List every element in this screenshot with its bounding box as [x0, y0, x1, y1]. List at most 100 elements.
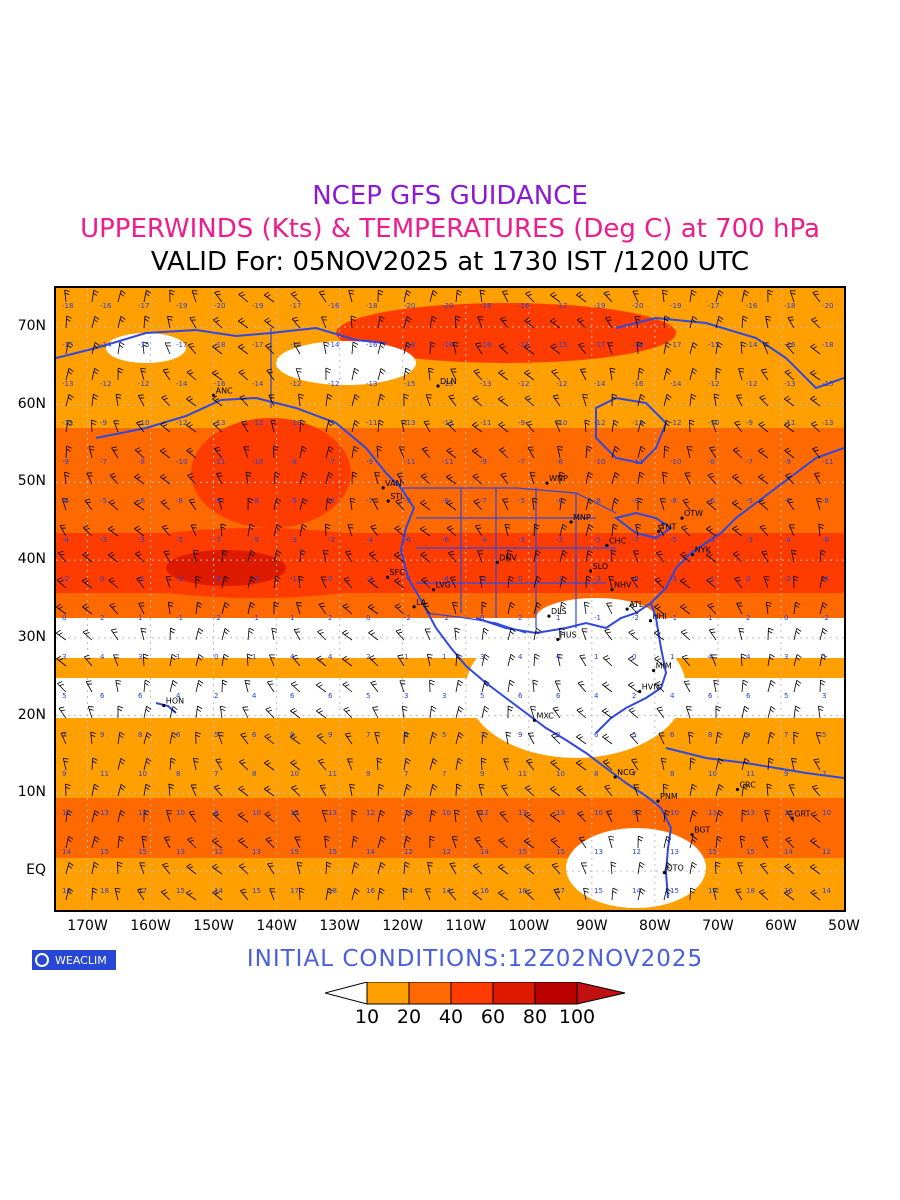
temp-value: 14	[214, 887, 223, 895]
wind-barb	[290, 291, 301, 303]
wind-barb	[681, 654, 691, 667]
wind-barb	[452, 341, 459, 355]
temp-value: 6	[290, 692, 295, 700]
wind-barb	[395, 628, 405, 641]
temp-value: -12	[100, 380, 111, 388]
wind-barb	[576, 291, 587, 303]
wind-barb	[628, 681, 639, 693]
temp-value: -10	[176, 458, 187, 466]
wind-barb	[240, 732, 249, 745]
wind-barb	[472, 395, 483, 407]
temp-value: -9	[62, 458, 69, 466]
wind-barb	[211, 863, 223, 875]
temp-value: -13	[366, 380, 377, 388]
weather-map: -18-15-13-11-9-6-4-203579121416-16-14-12…	[56, 288, 844, 910]
wind-barb	[577, 810, 587, 823]
wind-barb	[732, 473, 743, 485]
wind-barb	[680, 603, 691, 615]
wind-barb	[627, 655, 639, 667]
wind-barb	[524, 785, 535, 797]
wind-barb	[559, 601, 567, 615]
temp-value: 5	[214, 731, 218, 739]
wind-barb	[706, 577, 717, 589]
wind-barb	[265, 343, 275, 355]
wind-barb	[56, 655, 67, 667]
wind-barb	[479, 289, 486, 303]
temp-value: 14	[822, 887, 831, 895]
wind-barb	[399, 680, 406, 693]
wind-barb	[160, 499, 171, 511]
temp-value: 15	[518, 848, 527, 856]
wind-barb	[91, 757, 98, 771]
wind-barb	[425, 394, 432, 407]
wind-barb	[550, 343, 561, 355]
temp-value: -11	[214, 458, 225, 466]
wind-barb	[760, 368, 769, 381]
wind-barb	[325, 367, 332, 381]
wind-barb	[403, 341, 412, 355]
temp-value: 8	[594, 770, 598, 778]
temp-value: -6	[442, 536, 450, 544]
wind-barb	[550, 837, 561, 849]
wind-barb	[160, 473, 171, 485]
temp-value: 2	[328, 614, 332, 622]
temp-value: 10	[594, 809, 603, 817]
wind-barb	[734, 420, 743, 433]
wind-barb	[789, 290, 796, 303]
wind-barb	[420, 499, 431, 511]
lon-label: 150W	[193, 918, 234, 934]
temp-value: 15	[252, 887, 261, 895]
temp-value: 0	[746, 575, 750, 583]
station-dot	[547, 614, 551, 618]
temp-value: 13	[252, 848, 261, 856]
wind-barb	[523, 837, 535, 849]
wind-barb	[629, 602, 639, 615]
wind-barb	[84, 498, 93, 511]
temp-value: 12	[480, 809, 489, 817]
temp-value: -5	[594, 536, 601, 544]
wind-barb	[559, 471, 565, 485]
wind-barb	[809, 863, 821, 875]
wind-barb	[738, 368, 745, 381]
temp-value: 14	[480, 848, 489, 856]
wind-barb	[136, 576, 145, 589]
temp-value: -4	[784, 536, 792, 544]
wind-barb	[134, 525, 145, 537]
wind-barb	[526, 758, 535, 771]
temp-value: 0	[62, 614, 66, 622]
coast-alaska-north	[56, 326, 387, 359]
lon-label: 80W	[639, 918, 671, 934]
wind-barb	[268, 394, 275, 407]
lat-label: 50N	[17, 473, 46, 490]
wind-barb	[713, 393, 720, 407]
wind-barb	[810, 889, 821, 901]
wind-barb	[611, 446, 620, 459]
wind-barb	[169, 627, 176, 641]
temp-value: -2	[442, 614, 449, 622]
wind-barb	[498, 421, 509, 433]
wind-barb	[783, 421, 795, 433]
wind-barb	[524, 369, 535, 381]
wind-barb	[56, 577, 67, 589]
wind-barb	[62, 757, 69, 771]
temp-value: -6	[62, 497, 70, 505]
wind-barb	[325, 523, 331, 537]
lon-label: 170W	[67, 918, 108, 934]
wind-barb	[341, 655, 353, 667]
wind-barb	[741, 809, 748, 823]
wind-barb	[559, 575, 568, 589]
wind-barb	[757, 447, 769, 459]
wind-barb	[654, 655, 665, 667]
wind-barb	[554, 420, 561, 433]
wind-barb	[819, 549, 826, 563]
temp-value: -10	[252, 458, 263, 466]
wind-barb	[585, 524, 594, 537]
wind-barb	[290, 707, 301, 719]
wind-barb	[688, 731, 694, 745]
wind-barb	[394, 603, 405, 615]
wind-barb	[628, 707, 639, 719]
wind-barb	[663, 419, 671, 433]
wind-barb	[273, 524, 282, 537]
wind-barb	[708, 628, 717, 641]
wind-barb	[143, 758, 152, 771]
